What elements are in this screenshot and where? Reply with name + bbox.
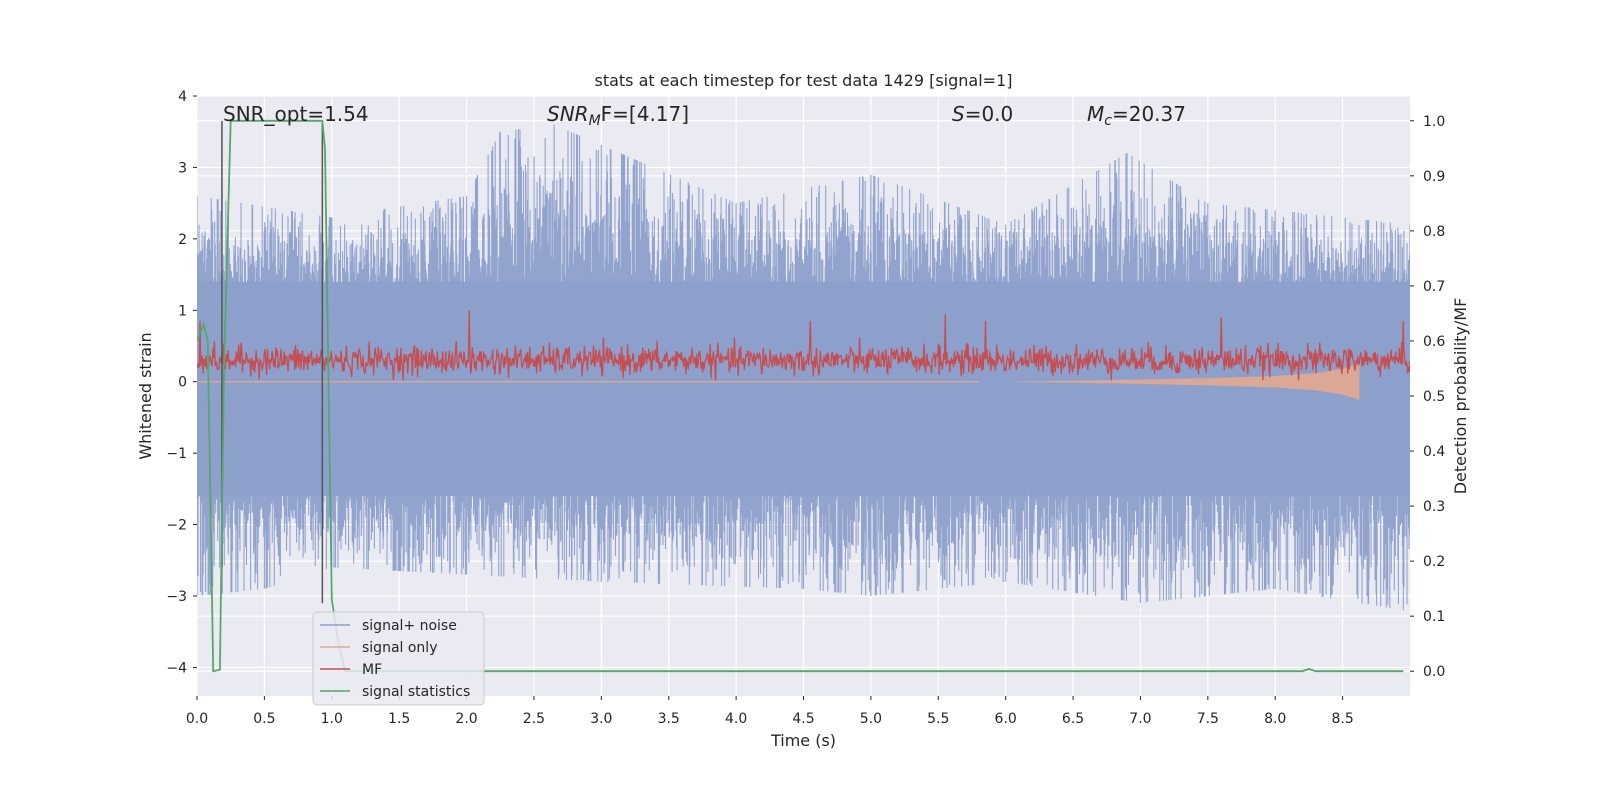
x-tick-label-13: 6.5 [1062,711,1084,727]
annotation-snr-opt: SNR_opt=1.54 [223,102,369,126]
y-right-tick-label-10: 0.0 [1423,664,1445,680]
x-tick-label-14: 7.0 [1129,711,1151,727]
signal-statistics-line [197,119,1404,673]
y-right-axis-label: Detection probability/MF [1451,298,1470,495]
x-tick-label-16: 8.0 [1264,711,1286,727]
legend-label-3: signal statistics [362,684,470,700]
annotation-snr-mf-sub: M [589,113,601,129]
x-tick-label-0: 0.0 [186,711,208,727]
chirp-waveform [1007,363,1360,400]
y-left-tick-label-0: 4 [178,89,187,105]
legend: signal+ noise signal only MF signal statist… [312,611,485,706]
y-left-tick-label-7: −3 [166,589,187,605]
annotation-mc-sub: c [1104,113,1112,129]
annotation-snr-mf: SNRMF=[4.17] [547,102,689,129]
y-right-tick-label-8: 0.2 [1423,554,1445,570]
x-tick-label-9: 4.5 [792,711,814,727]
annotation-s-stat-base: S [952,102,965,126]
y-right-tick-label-5: 0.5 [1423,389,1445,405]
x-tick-label-4: 2.0 [455,711,477,727]
y-right-tick-label-6: 0.4 [1423,444,1445,460]
x-tick-label-1: 0.5 [253,711,275,727]
annotation-mc: Mc=20.37 [1087,102,1186,129]
y-right-tick-label-9: 0.1 [1423,609,1445,625]
y-right-tick-label-7: 0.3 [1423,499,1445,515]
x-tick-label-5: 2.5 [523,711,545,727]
y-left-tick-label-8: −4 [166,660,187,676]
annotation-s-stat: S=0.0 [952,102,1013,126]
x-tick-label-2: 1.0 [321,711,343,727]
annotation-mc-rest: =20.37 [1112,102,1186,126]
y-left-axis-ticks: 4 3 2 1 0 −1 −2 −3 −4 [166,89,197,676]
mf-trace [197,310,1410,381]
y-right-tick-label-2: 0.8 [1423,224,1445,240]
x-tick-label-7: 3.5 [658,711,680,727]
x-axis-ticks: 0.0 0.5 1.0 1.5 2.0 2.5 3.0 3.5 4.0 4.5 5.0 5.5 6.0 6… [186,696,1354,727]
x-tick-label-15: 7.5 [1197,711,1219,727]
y-left-axis-label: Whitened strain [136,332,155,459]
x-tick-label-12: 6.0 [995,711,1017,727]
series-signal-only [197,363,1360,400]
x-tick-label-10: 5.0 [860,711,882,727]
y-left-tick-label-3: 1 [178,303,187,319]
x-tick-label-6: 3.0 [590,711,612,727]
y-left-tick-label-1: 3 [178,160,187,176]
x-tick-label-8: 4.0 [725,711,747,727]
annotation-s-stat-rest: =0.0 [965,102,1014,126]
legend-box [312,611,485,706]
series-signal-plus-noise [197,124,1410,611]
y-left-tick-label-6: −2 [166,518,187,534]
x-tick-label-11: 5.5 [927,711,949,727]
x-tick-label-3: 1.5 [388,711,410,727]
y-right-axis-ticks: 1.0 0.9 0.8 0.7 0.6 0.5 0.4 0.3 0.2 0.1 0.0 [1410,114,1445,680]
y-right-tick-label-4: 0.6 [1423,334,1445,350]
plot-series [197,119,1410,673]
y-right-tick-label-0: 1.0 [1423,114,1445,130]
legend-label-1: signal only [362,640,437,656]
y-right-tick-label-3: 0.7 [1423,279,1445,295]
series-mf [197,310,1410,381]
x-tick-label-17: 8.5 [1331,711,1353,727]
chart-title: stats at each timestep for test data 142… [594,71,1012,90]
annotation-mc-base: M [1087,102,1104,126]
series-signal-statistics [197,119,1404,673]
x-axis-label: Time (s) [770,731,836,750]
legend-label-2: MF [362,662,382,678]
y-left-tick-label-2: 2 [178,232,187,248]
noise-spikes [197,124,1410,611]
y-right-tick-label-1: 0.9 [1423,169,1445,185]
annotation-snr-mf-rest: F=[4.17] [601,102,689,126]
y-left-tick-label-5: −1 [166,446,187,462]
annotation-snr-mf-base: SNR [547,102,589,126]
legend-label-0: signal+ noise [362,618,457,634]
y-left-tick-label-4: 0 [178,375,187,391]
